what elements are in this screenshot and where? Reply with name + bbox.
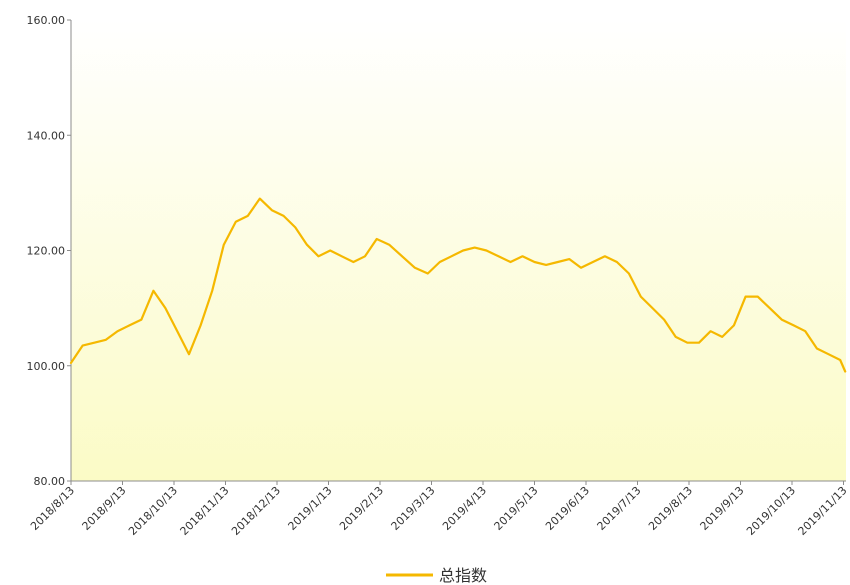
y-tick-label: 100.00 bbox=[27, 360, 66, 373]
y-tick-label: 80.00 bbox=[34, 475, 66, 488]
y-tick-label: 160.00 bbox=[27, 14, 66, 27]
y-axis: 80.00 100.00 120.00 140.00 160.00 bbox=[27, 14, 72, 488]
x-tick-label: 2019/5/13 bbox=[492, 484, 541, 533]
x-tick-label: 2018/11/13 bbox=[178, 484, 232, 538]
x-tick-label: 2018/12/13 bbox=[229, 484, 283, 538]
x-tick-label: 2019/1/13 bbox=[286, 484, 335, 533]
series-layer bbox=[69, 197, 847, 373]
x-axis: 2018/8/13 2018/9/132018/10/132018/11/1320… bbox=[28, 480, 850, 538]
x-tick-label: 2019/11/13 bbox=[796, 484, 850, 538]
legend-label: 总指数 bbox=[439, 566, 487, 585]
y-tick-label: 140.00 bbox=[27, 129, 66, 142]
plot-background bbox=[71, 20, 846, 481]
x-tick-label: 2019/7/13 bbox=[595, 484, 644, 533]
x-tick-label: 2019/8/13 bbox=[646, 484, 695, 533]
x-tick-label: 2019/10/13 bbox=[744, 484, 798, 538]
y-tick-label: 120.00 bbox=[27, 245, 66, 258]
x-tick-label: 2018/10/13 bbox=[126, 484, 180, 538]
x-tick-label: 2019/6/13 bbox=[543, 484, 592, 533]
x-tick-label: 2019/2/13 bbox=[337, 484, 386, 533]
x-tick-label: 2019/4/13 bbox=[440, 484, 489, 533]
legend: 总指数 bbox=[386, 566, 487, 585]
x-tick-label: 2019/9/13 bbox=[698, 484, 747, 533]
x-tick-label: 2018/8/13 bbox=[28, 484, 77, 533]
x-tick-label: 2019/3/13 bbox=[389, 484, 438, 533]
x-tick-label: 2018/9/13 bbox=[80, 484, 129, 533]
